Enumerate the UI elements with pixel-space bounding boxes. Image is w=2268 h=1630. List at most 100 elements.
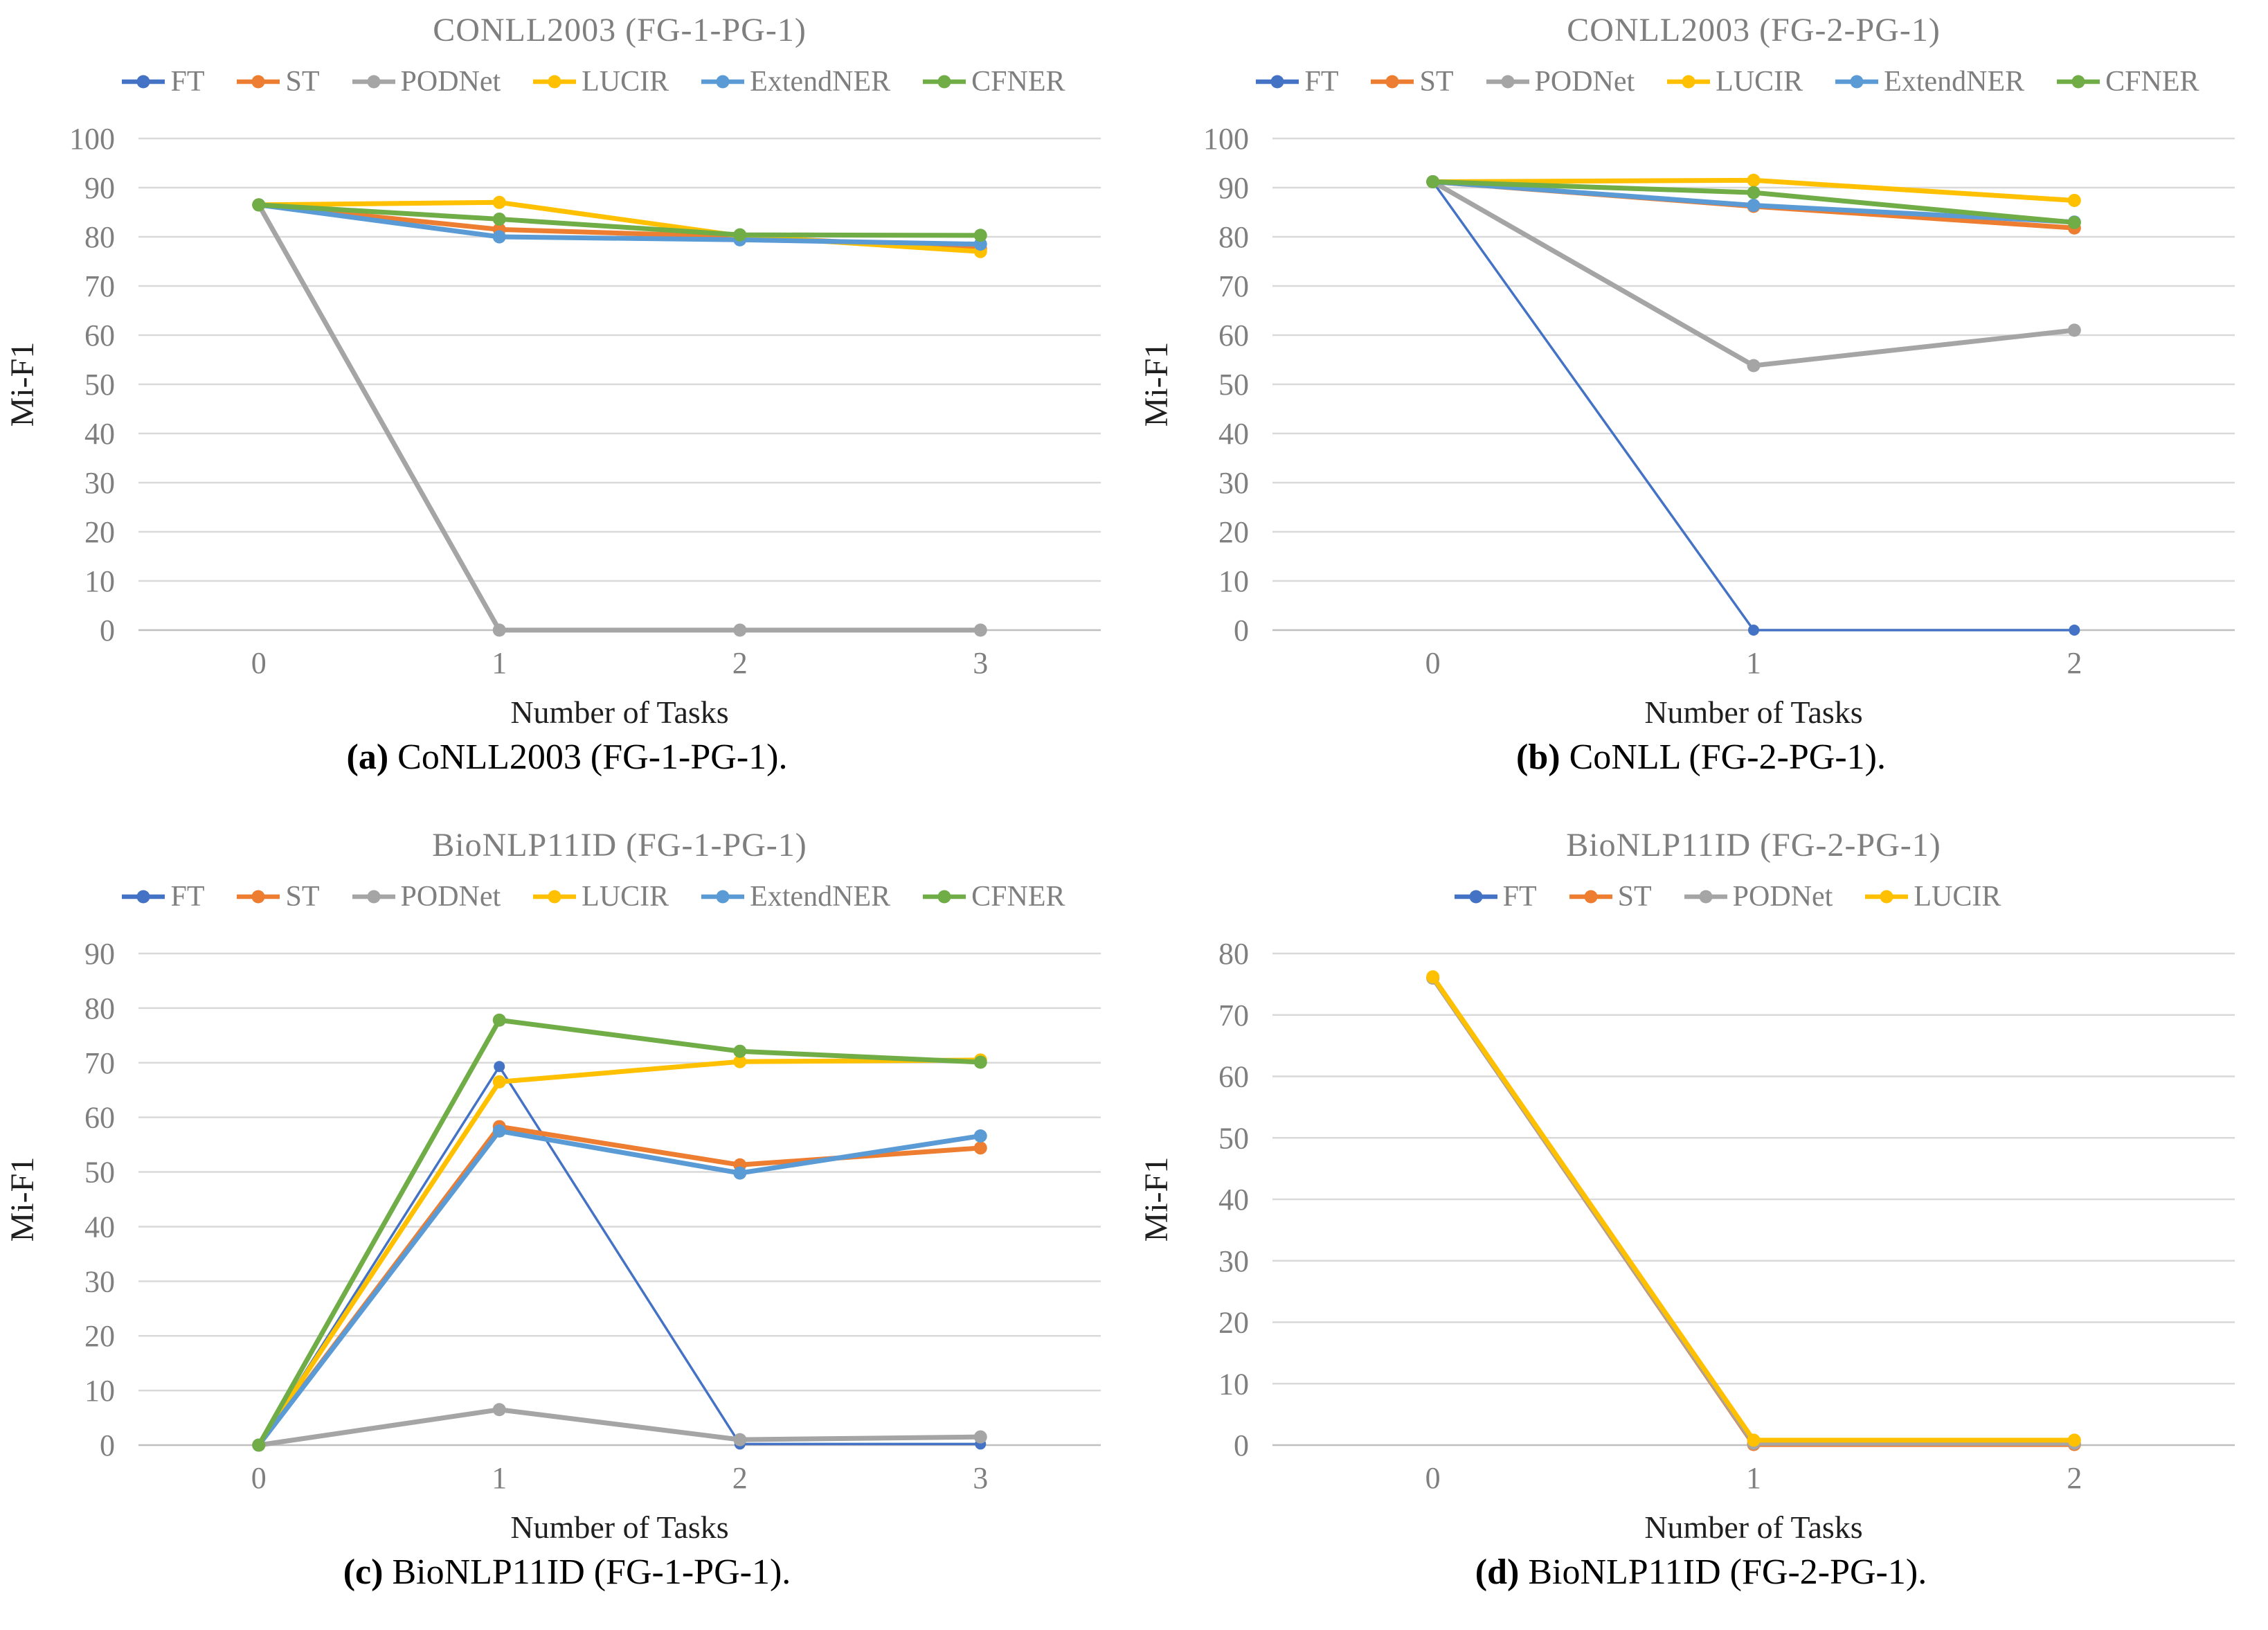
x-tick-label-1: 1 <box>1746 1461 1761 1495</box>
caption-letter: (d) <box>1475 1552 1520 1592</box>
y-axis-label: Mi-F1 <box>4 342 41 427</box>
legend-label: PODNet <box>400 881 501 913</box>
legend-label: LUCIR <box>582 66 669 98</box>
chart-panel-b: CONLL2003 (FG-2-PG-1) FT ST PODNet LUCIR Ext… <box>1134 0 2268 815</box>
gridlines <box>1272 952 2235 1447</box>
legend-marker-icon <box>701 75 745 89</box>
data-point <box>733 228 747 242</box>
series-extendner-line <box>256 1128 983 1448</box>
legend-label: FT <box>1304 66 1339 98</box>
series-cfner <box>252 1013 987 1452</box>
y-tick-label-20: 20 <box>84 1319 115 1353</box>
legend: FT ST PODNet LUCIR ExtendNER CFNER <box>1220 65 2235 98</box>
y-tick-label-70: 70 <box>84 269 115 303</box>
y-tick-label-0: 0 <box>100 1429 115 1462</box>
series-ft-line <box>1431 976 2076 1446</box>
subfigure-caption: (d) BioNLP11ID (FG-2-PG-1). <box>1185 1552 2217 1593</box>
series-lucir-line <box>256 1057 983 1448</box>
x-axis-label: Number of Tasks <box>1644 1510 1863 1545</box>
chart-title: CONLL2003 (FG-2-PG-1) <box>1567 12 1941 48</box>
series-cfner-markers <box>252 1013 987 1452</box>
legend-item-ft: FT <box>121 65 204 98</box>
caption-text: CoNLL (FG-2-PG-1). <box>1560 737 1886 777</box>
data-point <box>252 198 266 212</box>
x-tick-label-1: 1 <box>492 646 507 680</box>
series-lucir <box>252 1053 987 1452</box>
data-point <box>492 623 506 637</box>
data-point <box>1747 173 1761 187</box>
y-tick-label-40: 40 <box>84 1210 115 1244</box>
y-tick-label-90: 90 <box>1218 171 1249 205</box>
legend-label: CFNER <box>971 66 1065 98</box>
y-axis-ticks: 0 10 20 30 40 50 60 70 80 <box>1218 937 1249 1462</box>
data-point <box>2067 323 2081 337</box>
y-axis-ticks: 0 10 20 30 40 50 60 70 80 90 100 <box>69 122 115 647</box>
caption-text: CoNLL2003 (FG-1-PG-1). <box>388 737 788 777</box>
y-tick-label-70: 70 <box>84 1046 115 1080</box>
series-ft-markers <box>1427 176 2080 636</box>
caption-text: BioNLP11ID (FG-1-PG-1). <box>383 1552 791 1592</box>
legend-item-lucir: LUCIR <box>532 880 669 913</box>
series-cfner <box>252 198 987 242</box>
y-axis-label: Mi-F1 <box>1138 1157 1175 1242</box>
data-point <box>973 1430 987 1444</box>
data-point <box>1747 199 1761 213</box>
y-tick-label-60: 60 <box>1218 319 1249 352</box>
legend-item-extendner: ExtendNER <box>1835 65 2024 98</box>
data-point <box>733 1166 747 1180</box>
data-point <box>733 623 747 637</box>
legend-marker-icon <box>923 890 966 904</box>
series-podnet-markers <box>252 198 987 637</box>
y-tick-label-30: 30 <box>1218 1244 1249 1278</box>
subfigure-caption: (b) CoNLL (FG-2-PG-1). <box>1185 737 2217 778</box>
legend-label: ST <box>285 66 320 98</box>
y-tick-label-30: 30 <box>84 1264 115 1298</box>
legend-marker-icon <box>533 75 577 89</box>
series-lucir <box>1426 970 2081 1447</box>
legend-marker-icon <box>1371 75 1414 89</box>
series-cfner-markers <box>1426 174 2081 229</box>
legend-marker-icon <box>352 890 395 904</box>
legend-label: ST <box>1617 881 1652 913</box>
data-point <box>973 229 987 242</box>
legend-item-cfner: CFNER <box>922 65 1065 98</box>
legend-marker-icon <box>122 890 165 904</box>
legend-marker-icon <box>1569 890 1612 904</box>
series-st-markers <box>1426 971 2081 1451</box>
gridlines <box>138 137 1101 632</box>
y-axis-ticks: 0 10 20 30 40 50 60 70 80 90 100 <box>1203 122 1249 647</box>
chart-plot-c: 0 10 20 30 40 50 60 70 80 90 0 1 2 3 Mi-F1 <box>4 937 1101 1495</box>
series-lucir-line <box>1430 974 2077 1443</box>
data-point <box>1748 625 1759 636</box>
legend-item-lucir: LUCIR <box>1666 65 1803 98</box>
x-tick-label-0: 0 <box>1425 646 1441 680</box>
data-point <box>973 623 987 637</box>
legend-label: LUCIR <box>582 881 669 913</box>
y-tick-label-70: 70 <box>1218 269 1249 303</box>
legend-marker-icon <box>122 75 165 89</box>
x-tick-label-2: 2 <box>732 646 748 680</box>
legend-label: PODNet <box>400 66 501 98</box>
x-tick-label-3: 3 <box>973 646 988 680</box>
x-axis-ticks: 0 1 2 <box>1425 1461 2082 1495</box>
data-point <box>492 212 506 226</box>
legend-item-lucir: LUCIR <box>532 65 669 98</box>
chart-panel-a: CONLL2003 (FG-1-PG-1) FT ST PODNet LUCIR Ext… <box>0 0 1134 815</box>
legend-marker-icon <box>2057 75 2100 89</box>
caption-letter: (b) <box>1516 737 1560 777</box>
x-tick-label-3: 3 <box>973 1461 988 1495</box>
y-axis-label: Mi-F1 <box>4 1157 41 1242</box>
y-tick-label-100: 100 <box>1203 122 1249 156</box>
legend-item-st: ST <box>1569 880 1652 913</box>
legend-marker-icon <box>237 75 280 89</box>
data-point <box>1747 1433 1761 1447</box>
legend-marker-icon <box>1684 890 1727 904</box>
legend-item-st: ST <box>236 65 320 98</box>
gridlines <box>138 952 1101 1447</box>
data-point <box>492 1124 506 1138</box>
legend-marker-icon <box>1256 75 1299 89</box>
data-point <box>1426 174 1440 188</box>
data-point <box>1747 186 1761 199</box>
chart-title: BioNLP11ID (FG-1-PG-1) <box>432 827 807 863</box>
legend-marker-icon <box>1835 75 1879 89</box>
